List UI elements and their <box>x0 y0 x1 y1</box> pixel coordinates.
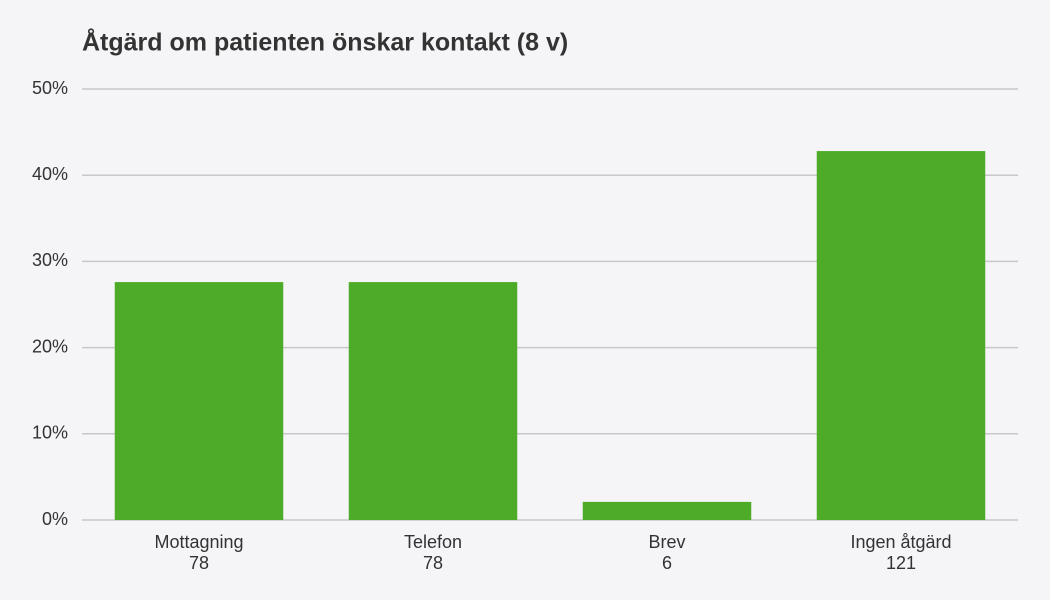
count-label: 78 <box>423 553 443 573</box>
bar <box>582 501 752 520</box>
count-label: 121 <box>886 553 916 573</box>
y-tick-label: 40% <box>32 164 68 184</box>
y-tick-label: 30% <box>32 250 68 270</box>
x-tick-label: Ingen åtgärd <box>850 532 951 552</box>
count-label: 78 <box>189 553 209 573</box>
count-label: 6 <box>662 553 672 573</box>
y-tick-label: 20% <box>32 336 68 356</box>
chart-title: Åtgärd om patienten önskar kontakt (8 v) <box>82 28 568 57</box>
bar <box>114 282 284 520</box>
y-tick-label: 50% <box>32 78 68 98</box>
x-tick-label: Mottagning <box>154 532 243 552</box>
x-tick-label: Telefon <box>404 532 462 552</box>
x-tick-label: Brev <box>648 532 685 552</box>
y-tick-label: 10% <box>32 423 68 443</box>
y-tick-label: 0% <box>42 509 68 529</box>
bar <box>348 282 518 520</box>
bar <box>816 151 986 520</box>
